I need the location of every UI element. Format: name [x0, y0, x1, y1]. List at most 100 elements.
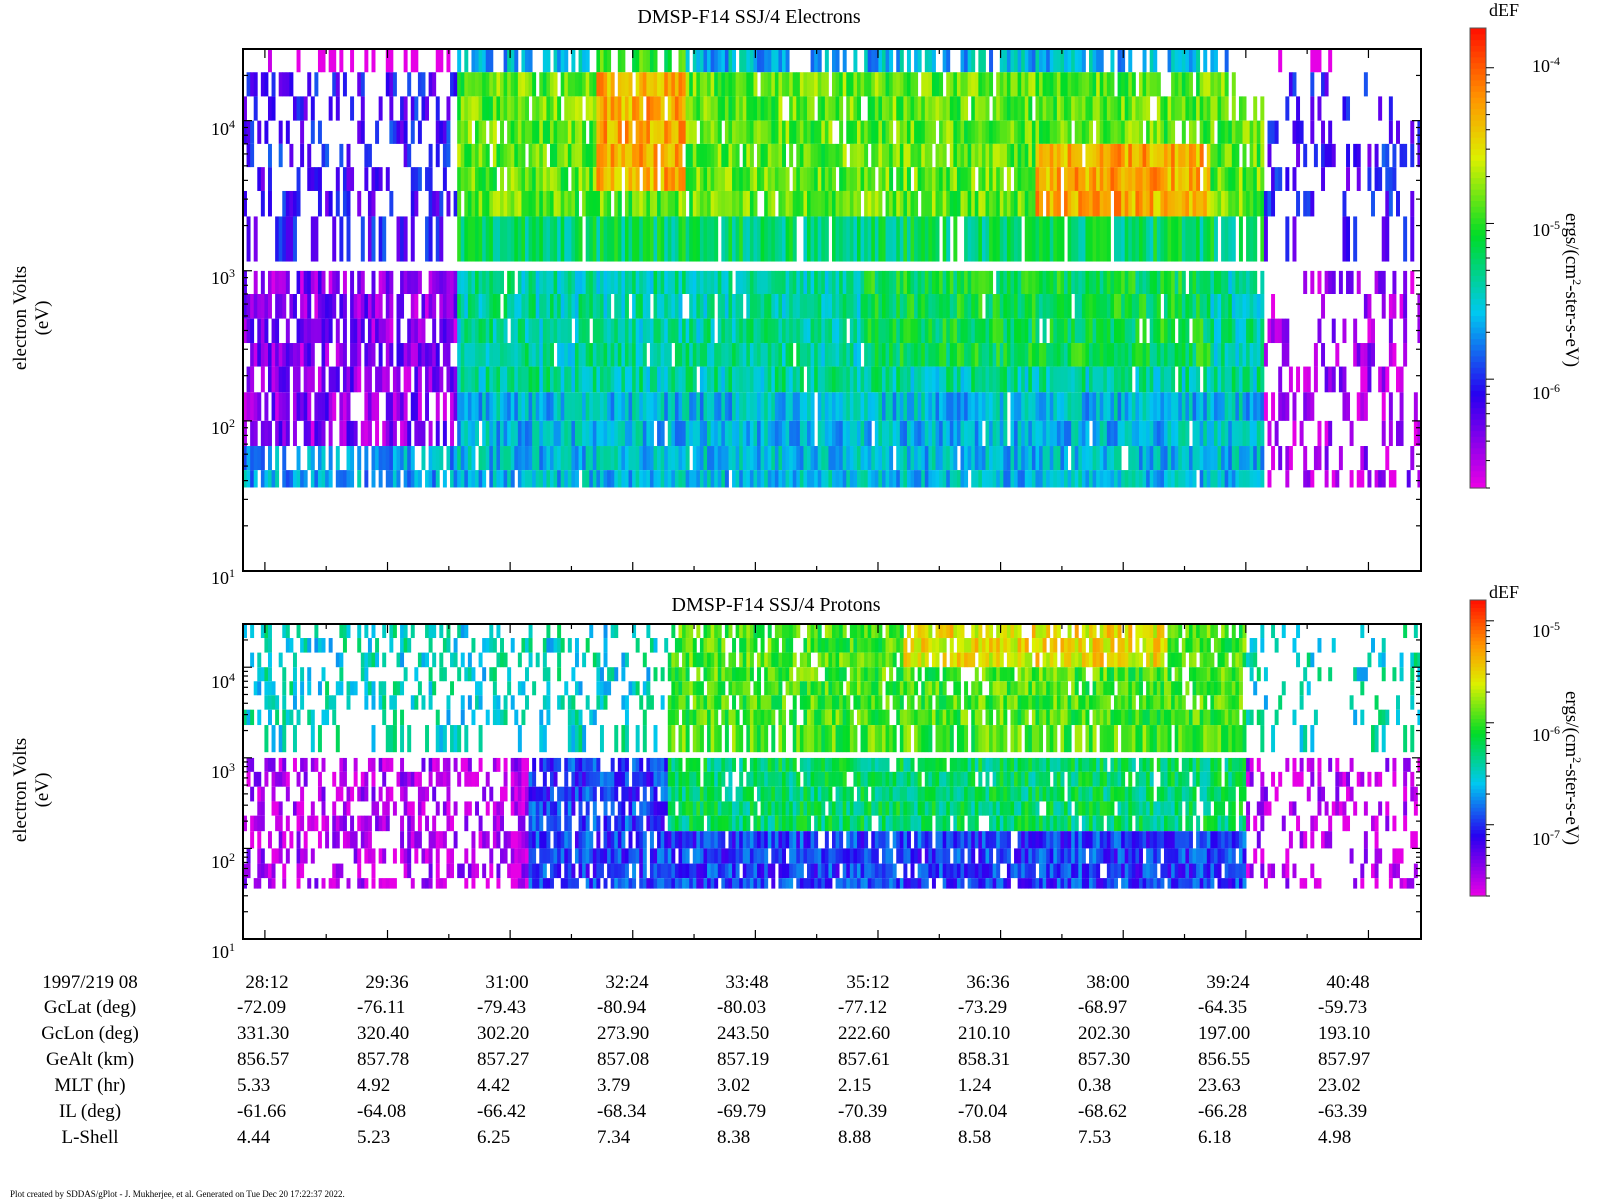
flux-cell: [928, 366, 933, 393]
flux-cell: [1135, 96, 1140, 121]
flux-cell: [278, 343, 283, 367]
flux-cell: [914, 343, 919, 367]
flux-cell: [485, 167, 490, 191]
flux-cell: [260, 420, 265, 447]
flux-cell: [628, 343, 633, 367]
flux-cell: [1371, 190, 1375, 217]
flux-cell: [585, 446, 590, 471]
flux-cell: [921, 318, 926, 344]
flux-cell: [592, 318, 597, 344]
flux-cell: [728, 49, 733, 73]
flux-cell: [981, 190, 986, 217]
flux-cell: [746, 167, 751, 191]
flux-cell: [981, 72, 986, 97]
flux-cell: [300, 638, 305, 653]
flux-cell: [278, 757, 283, 772]
flux-cell: [707, 120, 712, 144]
flux-cell: [1117, 446, 1122, 471]
flux-cell: [292, 343, 297, 367]
flux-cell: [903, 366, 908, 393]
flux-cell: [1371, 343, 1375, 367]
flux-cell: [1228, 470, 1233, 488]
flux-cell: [339, 667, 344, 682]
flux-cell: [778, 167, 783, 191]
flux-cell: [796, 143, 801, 168]
flux-cell: [981, 470, 986, 488]
flux-cell: [307, 318, 312, 344]
flux-cell: [1103, 270, 1108, 294]
flux-cell: [560, 120, 565, 144]
flux-cell: [1178, 216, 1183, 262]
flux-cell: [1114, 392, 1118, 421]
flux-cell: [1171, 167, 1176, 191]
flux-cell: [1081, 470, 1086, 488]
flux-cell: [1014, 318, 1019, 344]
flux-cell: [1296, 120, 1301, 144]
flux-cell: [571, 49, 576, 73]
flux-cell: [764, 270, 769, 294]
flux-cell: [1085, 216, 1090, 262]
flux-cell: [475, 470, 479, 488]
flux-cell: [1028, 143, 1033, 168]
flux-cell: [596, 420, 601, 447]
flux-cell: [332, 49, 337, 73]
flux-cell: [896, 143, 901, 168]
flux-cell: [732, 294, 737, 319]
flux-cell: [360, 72, 365, 97]
flux-cell: [699, 72, 704, 97]
flux-cell: [460, 709, 465, 726]
flux-cell: [1024, 318, 1029, 344]
flux-cell: [435, 143, 440, 168]
flux-cell: [500, 392, 504, 421]
flux-cell: [842, 318, 847, 344]
flux-cell: [696, 318, 701, 344]
flux-cell: [657, 120, 662, 144]
flux-cell: [510, 72, 515, 97]
flux-cell: [642, 294, 647, 319]
flux-cell: [1231, 167, 1236, 191]
flux-cell: [489, 470, 494, 488]
flux-cell: [824, 270, 829, 294]
y-axis-ticks: [243, 48, 1421, 572]
flux-cell: [899, 167, 904, 191]
flux-cell: [896, 446, 901, 471]
flux-cell: [914, 420, 919, 447]
flux-cell: [885, 294, 890, 319]
flux-cell: [1071, 446, 1076, 471]
flux-cell: [275, 470, 280, 488]
flux-cell: [1260, 420, 1265, 447]
flux-cell: [571, 120, 576, 144]
flux-cell: [546, 96, 551, 121]
flux-cell: [557, 270, 562, 294]
flux-cell: [1089, 270, 1093, 294]
flux-cell: [1096, 120, 1101, 144]
flux-cell: [553, 120, 558, 144]
flux-cell: [525, 120, 529, 144]
flux-cell: [624, 470, 629, 488]
flux-cell: [1010, 190, 1015, 217]
flux-cell: [685, 343, 690, 367]
flux-cell: [378, 216, 383, 262]
flux-cell: [528, 318, 533, 344]
flux-cell: [1156, 318, 1161, 344]
flux-cell: [1006, 318, 1011, 344]
flux-cell: [682, 343, 687, 367]
flux-cell: [1064, 190, 1068, 217]
flux-cell: [521, 366, 526, 393]
flux-cell: [1228, 343, 1233, 367]
flux-cell: [924, 167, 929, 191]
flux-cell: [878, 190, 883, 217]
flux-cell: [535, 366, 540, 393]
flux-cell: [1167, 216, 1172, 262]
flux-cell: [960, 392, 965, 421]
flux-cell: [953, 294, 958, 319]
flux-cell: [896, 49, 901, 73]
flux-cell: [1085, 470, 1090, 488]
flux-cell: [889, 294, 894, 319]
flux-cell: [1053, 470, 1058, 488]
flux-cell: [421, 652, 426, 668]
flux-cell: [1153, 190, 1158, 217]
flux-cell: [342, 771, 347, 787]
flux-cell: [1121, 72, 1126, 97]
flux-cell: [278, 270, 283, 294]
